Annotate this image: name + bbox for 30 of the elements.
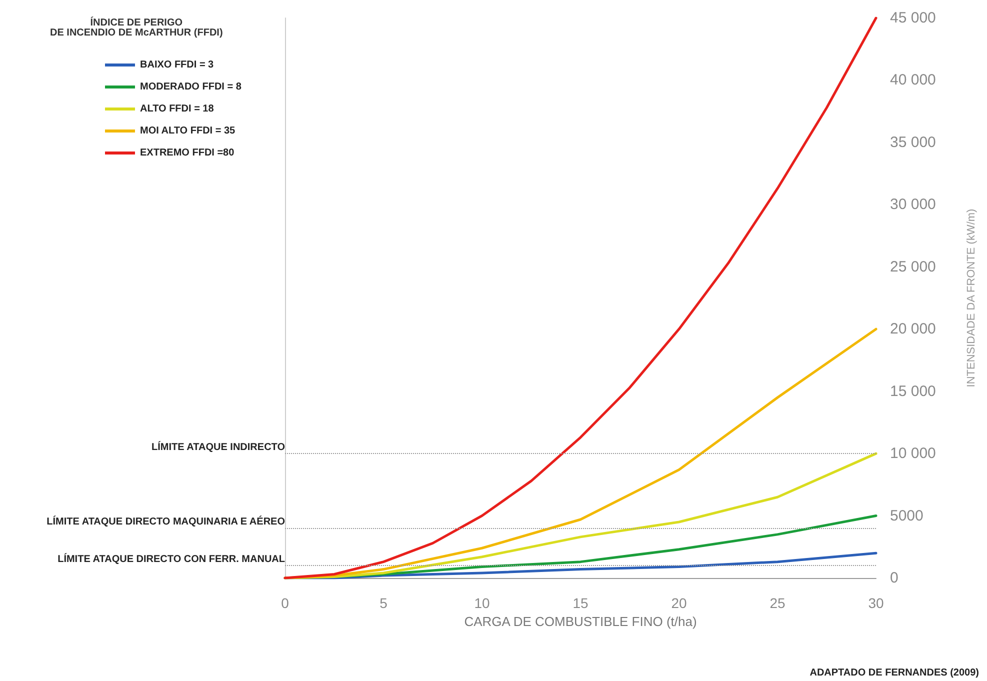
legend-label: ALTO FFDI = 18 — [140, 104, 214, 114]
legend-label: EXTREMO FFDI =80 — [140, 148, 235, 158]
y-tick-label: 25 000 — [890, 258, 936, 276]
x-tick-label: 30 — [868, 595, 884, 611]
y-tick-label: 45 000 — [890, 10, 936, 26]
y-tick-label: 35 000 — [890, 134, 936, 151]
legend-label: MODERADO FFDI = 8 — [140, 82, 242, 92]
text: ADAPTADO DE FERNANDES (2009) — [810, 668, 980, 678]
x-tick-label: 20 — [671, 595, 687, 611]
y-tick-label: 20 000 — [890, 320, 936, 338]
x-tick-label: 5 — [380, 595, 388, 611]
x-tick-label: 25 — [770, 595, 786, 611]
x-tick-label: 0 — [281, 595, 290, 611]
y-tick-label: 40 000 — [890, 72, 936, 89]
x-tick-label: 15 — [572, 595, 588, 611]
ref-line-label: LÍMITE ATAQUE DIRECTO MAQUINARIA E AÉREO — [46, 516, 286, 528]
ref-line-label: LÍMITE ATAQUE INDIRECTO — [151, 441, 286, 454]
ref-line-label: LÍMITE ATAQUE DIRECTO CON FERR. MANUAL — [58, 553, 285, 566]
y-tick-label: 15 000 — [890, 382, 936, 400]
y-tick-label: 10 000 — [890, 445, 936, 462]
x-tick-label: 10 — [474, 595, 490, 611]
y-axis-title: INTENSIDADE DA FRONTE (kW/m) — [966, 208, 978, 388]
y-tick-label: 30 000 — [890, 196, 936, 214]
legend-title: ÍNDICE DE PERIGO DE INCENDIO DE McARTHUR (FFDI) — [50, 16, 223, 38]
y-tick-label: 5000 — [890, 507, 924, 524]
line-series — [284, 16, 878, 580]
legend-label: BAIXO FFDI = 3 — [140, 60, 214, 70]
legend-label: MOI ALTO FFDI = 35 — [140, 126, 236, 136]
x-axis-title: CARGA DE COMBUSTIBLE FINO (t/ha) — [464, 614, 697, 629]
y-tick-label: 0 — [890, 570, 898, 586]
